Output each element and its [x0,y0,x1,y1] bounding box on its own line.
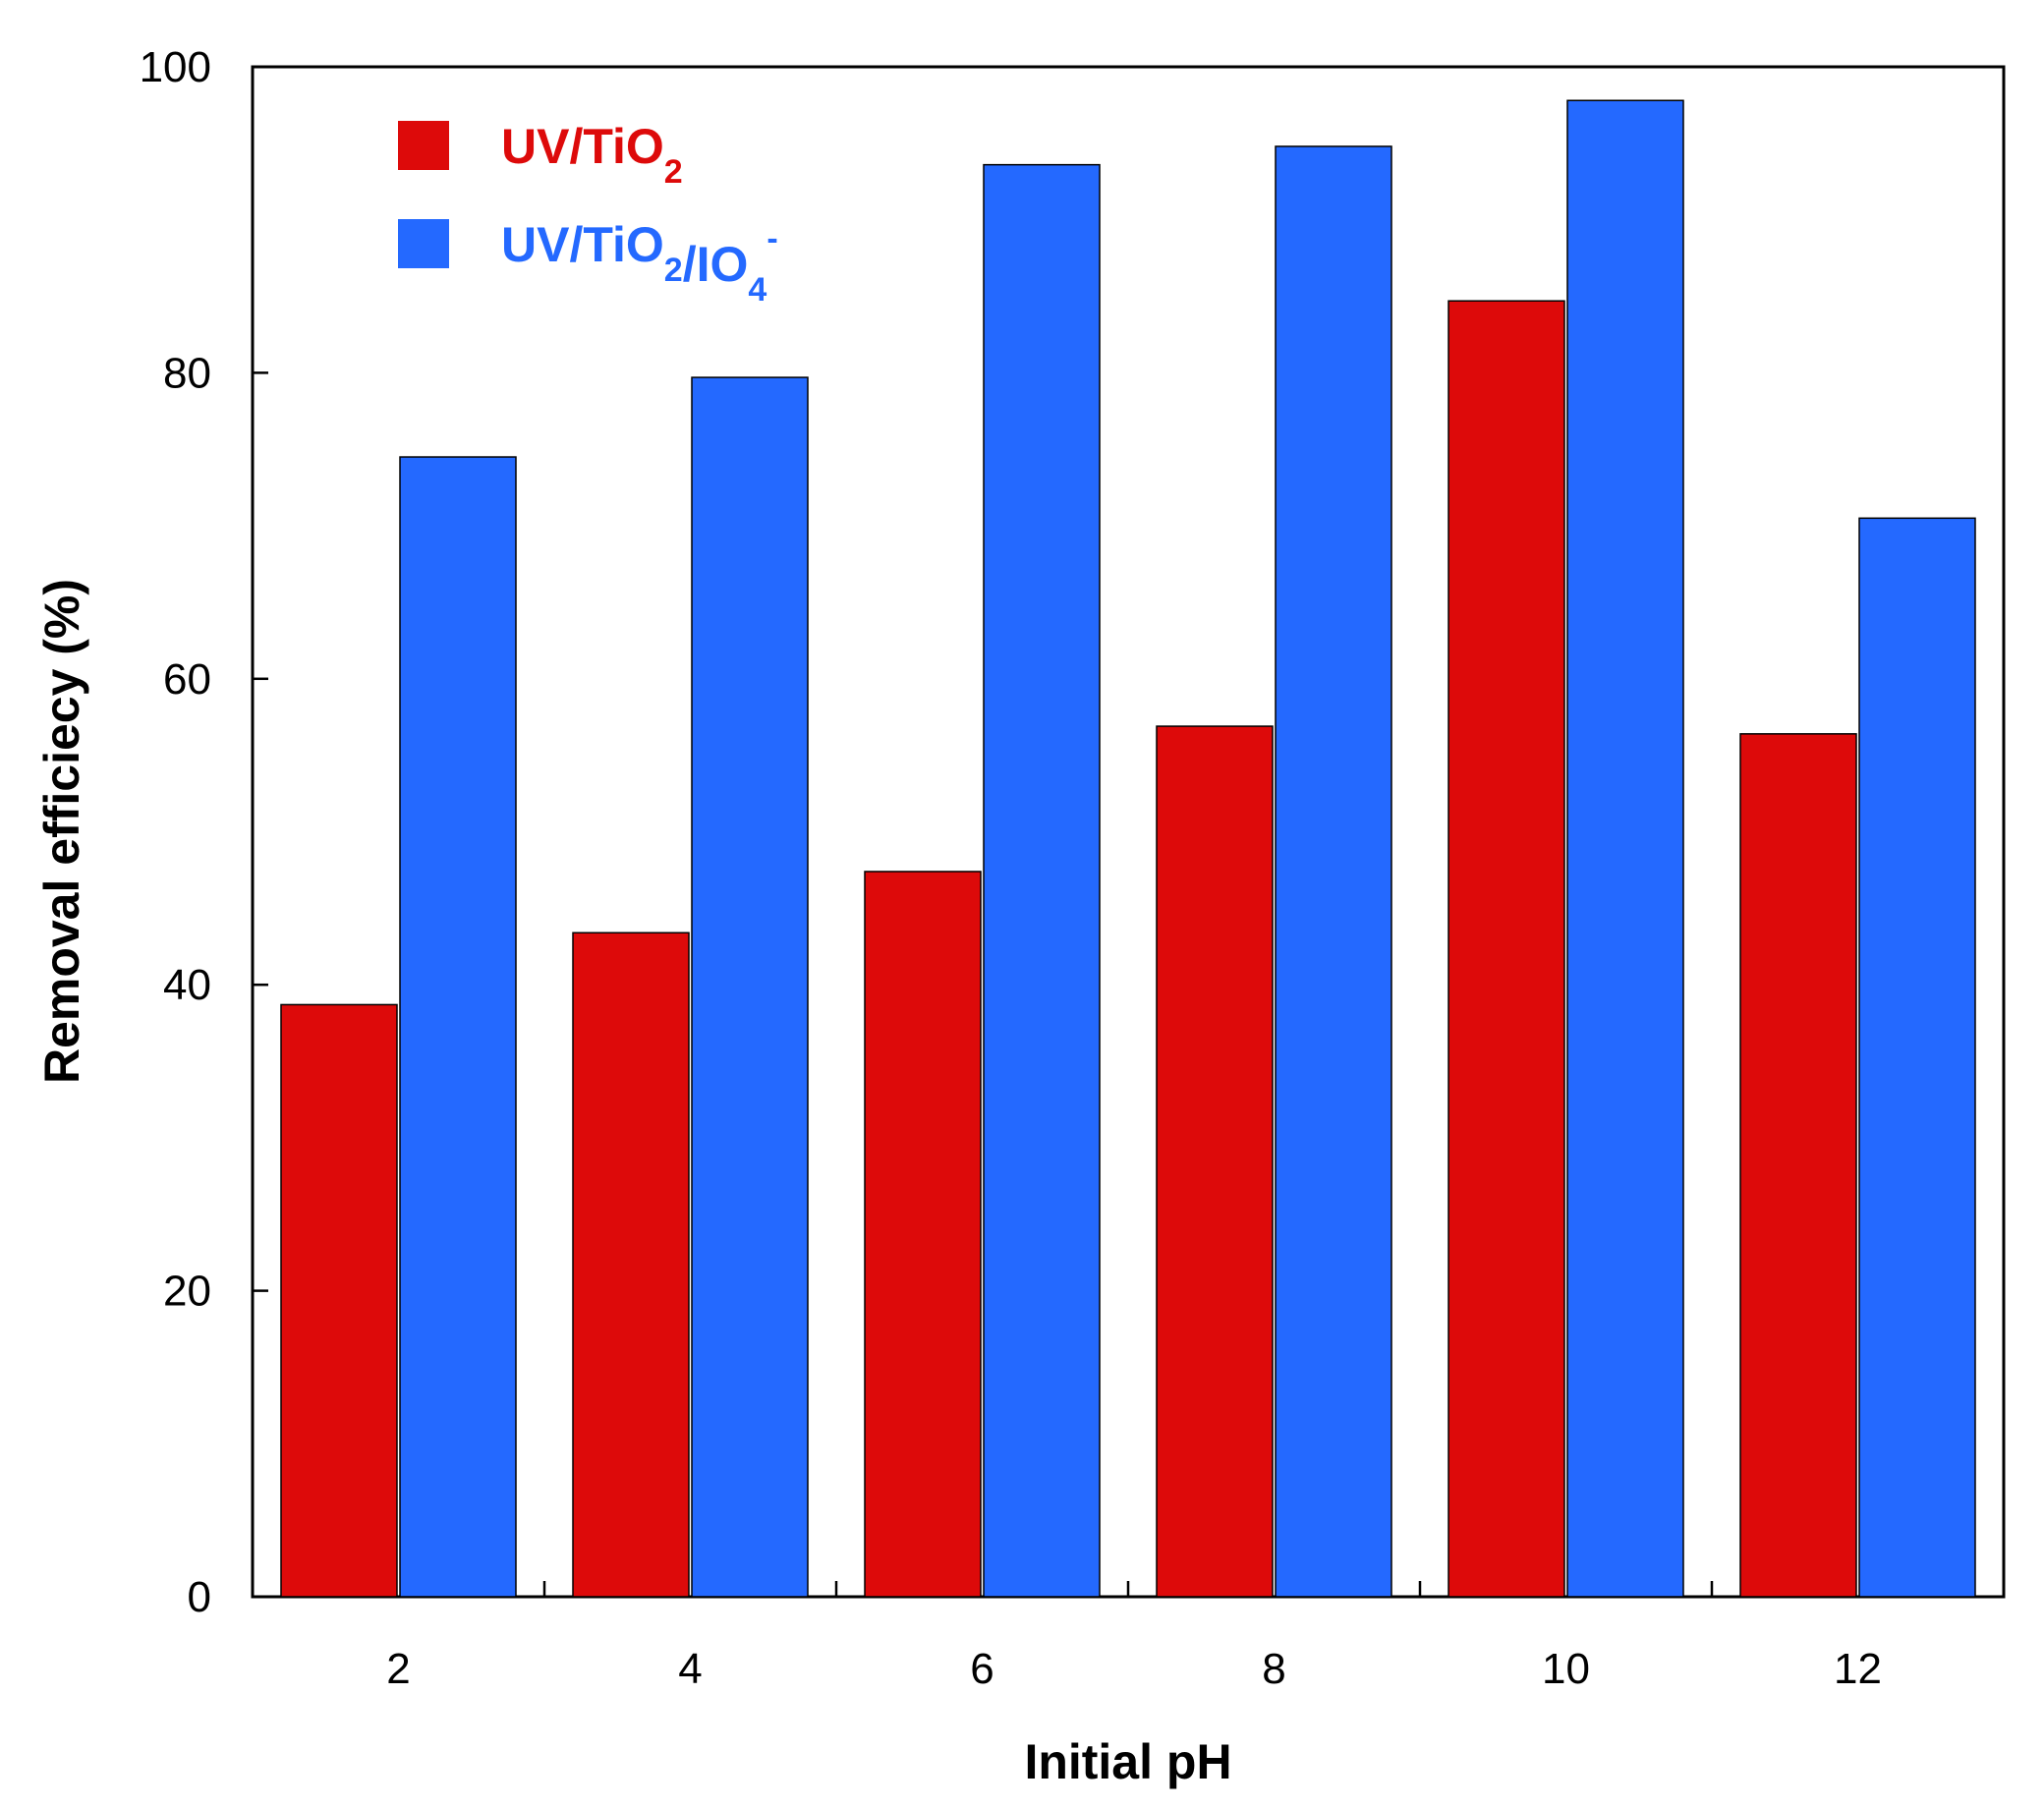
bar-uv-tio2-io4-ph-2 [399,456,517,1598]
y-tick-label: 60 [163,655,211,704]
bar-uv-tio2-io4-ph-4 [691,376,809,1598]
y-tick-label: 40 [163,961,211,1009]
bar-uv-tio2-io4-ph-12 [1858,517,1976,1598]
x-tick-label: 8 [1262,1645,1285,1693]
legend-label-uv-tio2-io4: UV/TiO2/IO4- [501,217,778,309]
bar-uv-tio2-ph-10 [1448,300,1565,1598]
x-axis: 2 4 6 8 10 12 [386,1581,1882,1693]
bar-uv-tio2-ph-8 [1156,725,1274,1598]
bar-uv-tio2-ph-12 [1739,733,1857,1598]
y-tick-label: 80 [163,349,211,397]
bars-group [280,99,1976,1598]
legend-swatch-uv-tio2-io4 [398,219,449,268]
x-tick-label: 10 [1542,1645,1590,1693]
legend-label-uv-tio2: UV/TiO2 [501,119,683,191]
legend: UV/TiO2 UV/TiO2/IO4- [398,119,778,309]
bar-uv-tio2-ph-6 [864,871,982,1598]
y-tick-label: 100 [140,43,211,91]
x-tick-label: 2 [386,1645,410,1693]
legend-swatch-uv-tio2 [398,121,449,170]
bar-uv-tio2-io4-ph-10 [1566,99,1684,1598]
x-tick-label: 12 [1834,1645,1882,1693]
x-axis-title: Initial pH [1024,1734,1231,1789]
y-tick-label: 20 [163,1268,211,1316]
bar-uv-tio2-ph-2 [280,1003,398,1598]
y-axis-title: Removal efficiecy (%) [34,579,89,1084]
x-tick-label: 6 [970,1645,994,1693]
bar-uv-tio2-ph-4 [572,932,690,1598]
x-tick-label: 4 [678,1645,702,1693]
bar-uv-tio2-io4-ph-6 [983,163,1101,1598]
y-axis: 0 20 40 60 80 100 [140,43,268,1621]
y-tick-label: 0 [188,1573,211,1621]
bar-uv-tio2-io4-ph-8 [1275,145,1392,1598]
